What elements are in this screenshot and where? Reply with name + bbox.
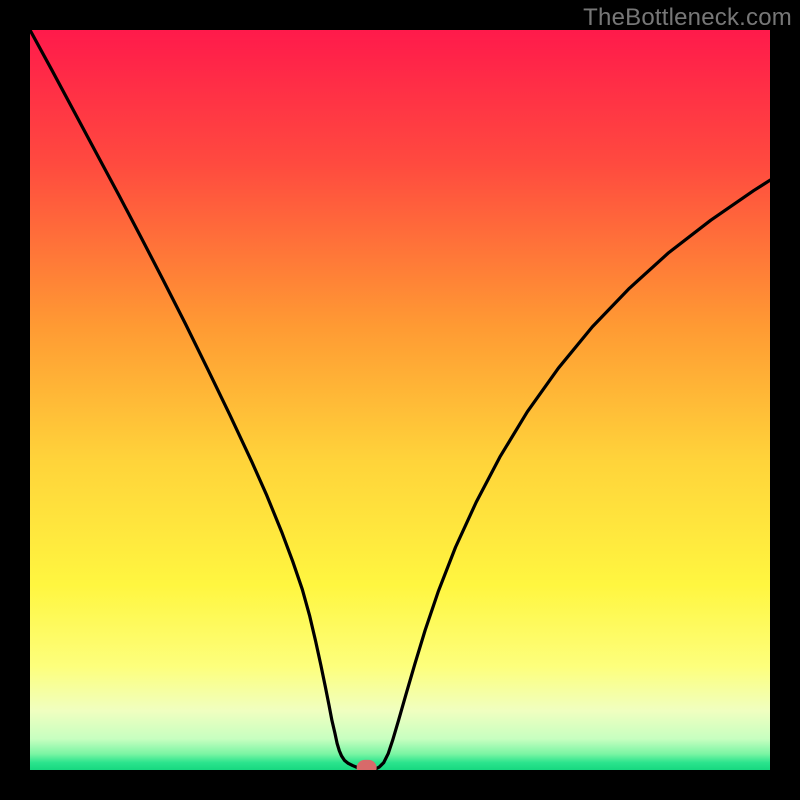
bottleneck-curve: [30, 30, 770, 770]
watermark-text: TheBottleneck.com: [583, 4, 792, 32]
optimal-point-marker: [356, 760, 377, 770]
chart-plot-area: [30, 30, 770, 770]
